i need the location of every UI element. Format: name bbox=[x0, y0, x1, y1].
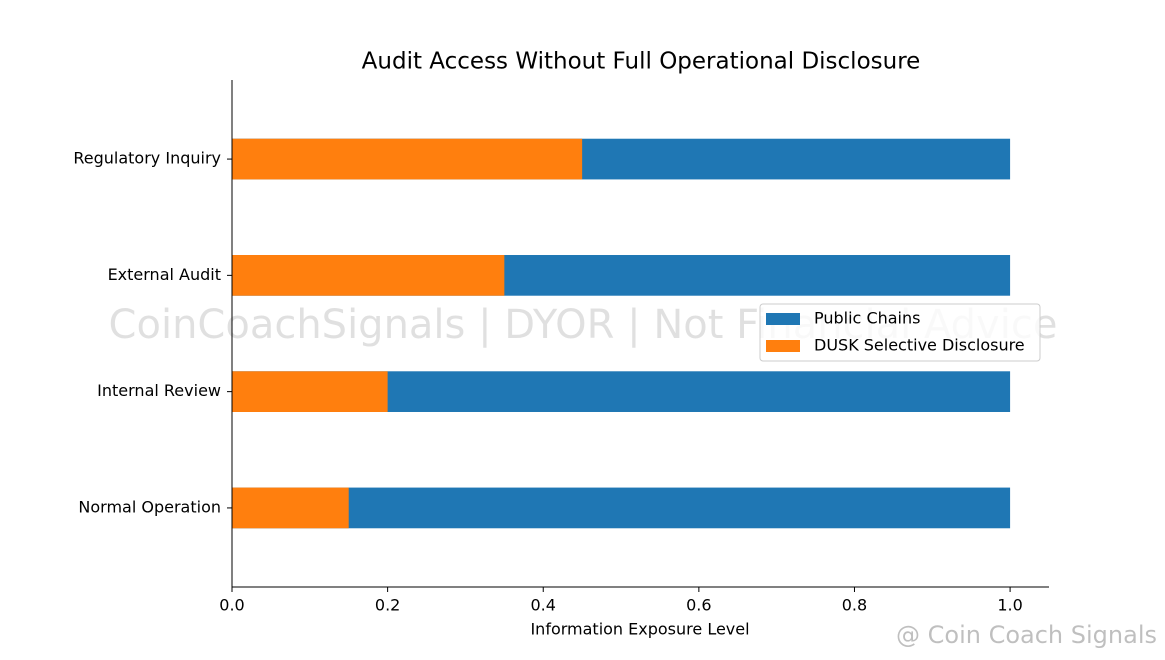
legend-swatch bbox=[766, 313, 800, 325]
x-tick-label: 0.2 bbox=[375, 596, 400, 615]
x-tick-label: 0.4 bbox=[531, 596, 556, 615]
x-tick-label: 0.0 bbox=[219, 596, 244, 615]
x-axis-label: Information Exposure Level bbox=[530, 620, 749, 639]
x-tick-label: 0.8 bbox=[842, 596, 867, 615]
y-tick-label: External Audit bbox=[108, 265, 221, 284]
x-tick-label: 1.0 bbox=[997, 596, 1022, 615]
legend-swatch bbox=[766, 340, 800, 352]
bar bbox=[232, 371, 388, 412]
x-tick-label: 0.6 bbox=[686, 596, 711, 615]
legend-label: Public Chains bbox=[814, 309, 920, 328]
bar bbox=[232, 487, 1011, 529]
y-tick-label: Regulatory Inquiry bbox=[73, 149, 221, 168]
chart-title: Audit Access Without Full Operational Di… bbox=[362, 49, 921, 75]
y-tick-label: Internal Review bbox=[97, 381, 221, 400]
bar bbox=[232, 138, 583, 180]
bar bbox=[232, 255, 505, 296]
y-tick-label: Normal Operation bbox=[78, 497, 221, 516]
credit: @ Coin Coach Signals bbox=[896, 621, 1157, 649]
bar bbox=[232, 487, 349, 529]
legend-label: DUSK Selective Disclosure bbox=[814, 336, 1025, 355]
legend-box bbox=[759, 303, 1041, 362]
